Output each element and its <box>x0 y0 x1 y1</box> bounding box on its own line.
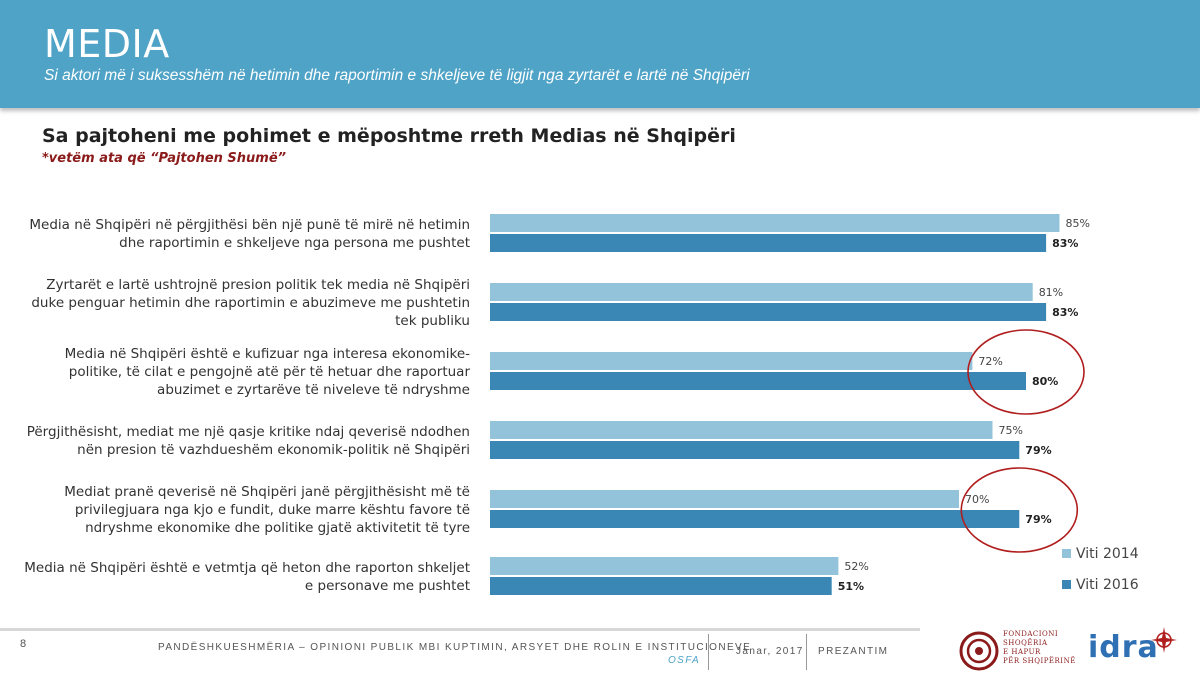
slide-title: MEDIA <box>44 22 170 66</box>
chart-subtitle: *vetëm ata që “Pajtohen Shumë” <box>42 151 287 166</box>
chart-title: Sa pajtoheni me pohimet e mëposhtme rret… <box>42 125 736 147</box>
footer-separator <box>708 634 709 670</box>
legend-label: Viti 2014 <box>1076 546 1139 562</box>
bar-2016 <box>490 577 832 595</box>
bar-chart: Media në Shqipëri në përgjithësi bën një… <box>24 214 1139 595</box>
category-label: dhe raportimin e shkeljeve nga persona m… <box>119 235 470 251</box>
category-label: privilegjuara nga kjo e fundit, duke mar… <box>75 502 470 518</box>
fondacioni-logo-text: FONDACIONI SHOQËRIA E HAPUR PËR SHQIPËRI… <box>1003 630 1076 665</box>
bar-2016 <box>490 510 1020 528</box>
data-label: 51% <box>838 580 864 593</box>
footer-org: OSFA <box>668 655 701 666</box>
bar-2016 <box>490 441 1020 459</box>
legend-swatch <box>1062 549 1071 558</box>
idra-logo: idra <box>1088 630 1159 665</box>
bar-2016 <box>490 303 1047 321</box>
category-label: duke penguar hetimin dhe raportimin e ab… <box>31 295 470 311</box>
data-label: 79% <box>1025 513 1051 526</box>
data-label: 70% <box>965 493 989 506</box>
bar-2014 <box>490 557 839 575</box>
data-label: 72% <box>978 355 1002 368</box>
footer-divider <box>0 628 920 631</box>
data-label: 80% <box>1032 375 1058 388</box>
category-label: Mediat pranë qeverisë në Shqipëri janë p… <box>64 484 470 500</box>
data-label: 79% <box>1025 444 1051 457</box>
bar-2014 <box>490 490 959 508</box>
highlight-circle <box>967 329 1085 415</box>
data-label: 83% <box>1052 237 1078 250</box>
legend-label: Viti 2016 <box>1076 577 1139 593</box>
bar-2014 <box>490 352 973 370</box>
bar-2016 <box>490 372 1026 390</box>
category-label: Media në Shqipëri është e kufizuar nga i… <box>65 346 471 362</box>
highlight-circle <box>960 467 1079 553</box>
bar-2014 <box>490 214 1060 232</box>
slide-footer: 8 PANDËSHKUESHMËRIA – OPINIONI PUBLIK MB… <box>0 628 1200 675</box>
category-label: ndryshme ekonomike dhe politike gjatë ak… <box>85 520 470 536</box>
bar-2014 <box>490 421 993 439</box>
footer-date: Janar, 2017 <box>736 646 804 657</box>
category-label: e personave me pushtet <box>305 578 470 594</box>
fondacioni-logo-icon <box>959 631 999 671</box>
compass-icon <box>1151 627 1177 653</box>
data-label: 75% <box>999 424 1023 437</box>
category-label: Zyrtarët e lartë ushtrojnë presion polit… <box>46 277 470 293</box>
data-label: 81% <box>1039 286 1063 299</box>
category-label: Përgjithësisht, mediat me një qasje krit… <box>27 424 470 440</box>
data-label: 83% <box>1052 306 1078 319</box>
data-label: 52% <box>844 560 868 573</box>
page-number: 8 <box>20 638 27 650</box>
slide-subtitle: Si aktori më i suksesshëm në hetimin dhe… <box>44 67 750 84</box>
category-label: abuzimet e zyrtarëve të niveleve të ndry… <box>157 382 470 398</box>
slide-header: MEDIA Si aktori më i suksesshëm në hetim… <box>0 0 1200 108</box>
category-label: politike, të cilat e pengojnë atë për të… <box>69 364 471 380</box>
legend-swatch <box>1062 580 1071 589</box>
footer-section: PREZANTIM <box>818 646 889 657</box>
category-label: tek publiku <box>395 313 470 329</box>
category-label: nën presion të vazhdueshëm ekonomik-poli… <box>77 442 470 458</box>
bar-2016 <box>490 234 1047 252</box>
footer-separator <box>806 634 807 670</box>
category-label: Media në Shqipëri është e vetmtja që het… <box>24 560 470 576</box>
footer-title: PANDËSHKUESHMËRIA – OPINIONI PUBLIK MBI … <box>158 642 752 653</box>
data-label: 85% <box>1066 217 1090 230</box>
category-label: Media në Shqipëri në përgjithësi bën një… <box>29 217 470 233</box>
bar-2014 <box>490 283 1033 301</box>
